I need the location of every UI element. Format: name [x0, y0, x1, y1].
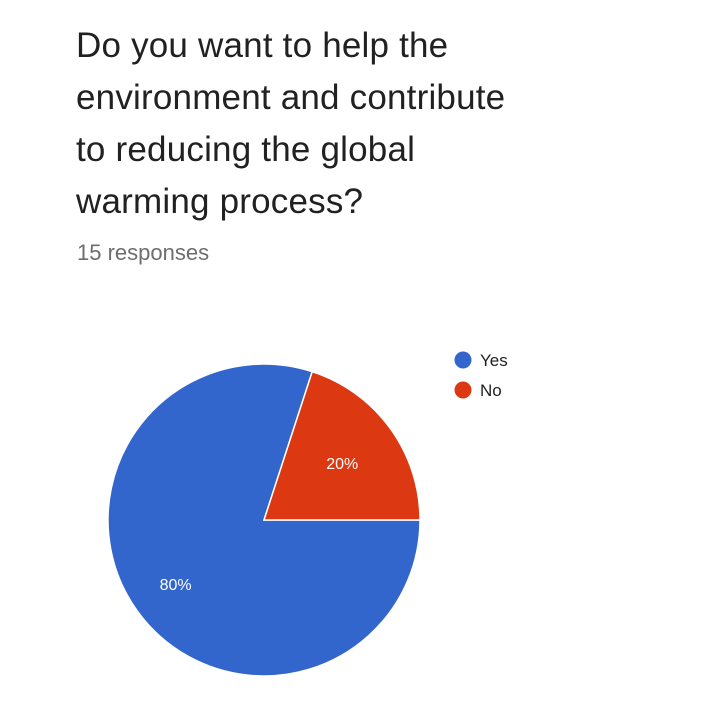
- legend-label-yes: Yes: [480, 351, 508, 370]
- question-line: warming process?: [76, 182, 364, 221]
- responses-count: 15 responses: [77, 240, 210, 265]
- slice-label-yes: 80%: [160, 577, 192, 594]
- question-line: to reducing the global: [76, 130, 416, 169]
- pie-slice-yes: [107, 363, 421, 677]
- question-line: environment and contribute: [76, 78, 506, 117]
- question-line: Do you want to help the: [76, 26, 449, 65]
- pie-slice-no: [262, 370, 421, 521]
- slice-label-no: 20%: [326, 456, 358, 473]
- legend-label-no: No: [480, 381, 502, 400]
- legend-marker-no: [454, 381, 472, 399]
- legend-marker-yes: [454, 351, 472, 369]
- question-title: Do you want to help the environment and …: [76, 20, 676, 228]
